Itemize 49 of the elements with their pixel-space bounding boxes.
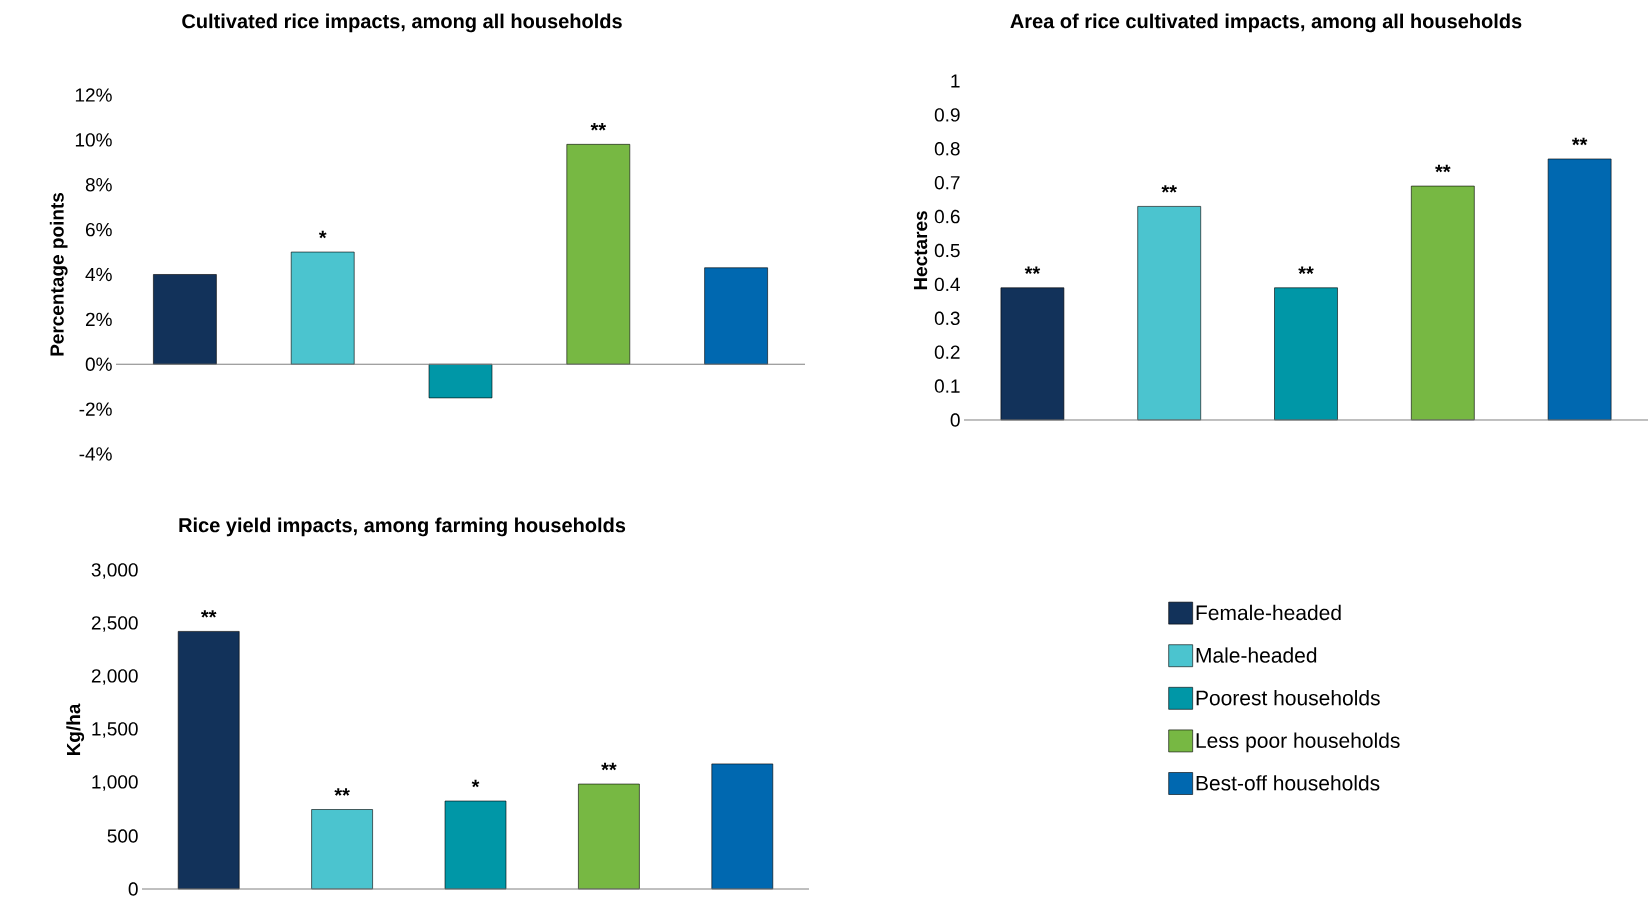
data-label: ** xyxy=(1161,185,1177,193)
y-tick-label: 2,000 xyxy=(91,669,138,685)
y-tick-label: 12% xyxy=(75,88,112,102)
y-tick-label: 6% xyxy=(85,222,112,237)
y-tick-label: 10% xyxy=(75,133,112,147)
y-axis-title: Hectares xyxy=(913,211,928,290)
y-axis-title: Kg/ha xyxy=(66,703,85,756)
data-label: ** xyxy=(590,123,607,131)
chart-title: Cultivated rice impacts, among all households xyxy=(182,13,622,33)
chart-title: Area of rice cultivated impacts, among all households xyxy=(1010,13,1522,33)
y-tick-label: 0.9 xyxy=(934,108,960,122)
legend-label: Less poor households xyxy=(1196,732,1400,753)
y-tick-label: 0.7 xyxy=(934,175,960,190)
chart-title: Rice yield impacts, among farming households xyxy=(179,517,626,537)
data-label: ** xyxy=(1571,137,1588,146)
data-label: * xyxy=(471,779,480,788)
y-tick-label: 0.8 xyxy=(934,142,960,156)
y-tick-label: 2% xyxy=(85,312,112,327)
y-tick-label: 0.6 xyxy=(934,209,960,224)
y-tick-label: 1 xyxy=(951,74,960,88)
legend-label: Best-off households xyxy=(1196,775,1380,791)
legend-label: Poorest households xyxy=(1196,689,1380,706)
y-tick-label: 0.3 xyxy=(934,311,960,326)
y-tick-label: -4% xyxy=(79,447,112,461)
y-tick-label: 3,000 xyxy=(91,563,138,579)
y-tick-label: 0.4 xyxy=(934,277,960,292)
data-label: ** xyxy=(334,788,350,796)
y-axis-title: Percentage points xyxy=(49,192,68,356)
data-label: ** xyxy=(1298,266,1314,274)
y-tick-label: 0.2 xyxy=(934,345,960,359)
data-label: ** xyxy=(601,762,617,771)
data-label: ** xyxy=(1024,266,1041,274)
data-label: ** xyxy=(1435,164,1451,173)
data-label: * xyxy=(318,230,327,239)
y-tick-label: 1,000 xyxy=(92,775,138,791)
y-tick-label: -2% xyxy=(79,402,112,416)
y-tick-label: 500 xyxy=(107,829,138,843)
y-tick-label: 1,500 xyxy=(92,722,138,738)
y-tick-label: 2,500 xyxy=(91,616,138,632)
y-tick-label: 0.1 xyxy=(934,379,960,393)
y-tick-label: 0% xyxy=(85,357,112,371)
y-tick-label: 0 xyxy=(950,413,960,427)
legend-label: Male-headed xyxy=(1196,647,1317,663)
y-tick-label: 8% xyxy=(85,178,112,192)
y-tick-label: 0 xyxy=(128,882,138,896)
y-tick-label: 4% xyxy=(85,267,112,282)
legend-label: Female-headed xyxy=(1196,604,1341,621)
y-tick-label: 0.5 xyxy=(934,243,960,258)
data-label: ** xyxy=(200,610,217,618)
